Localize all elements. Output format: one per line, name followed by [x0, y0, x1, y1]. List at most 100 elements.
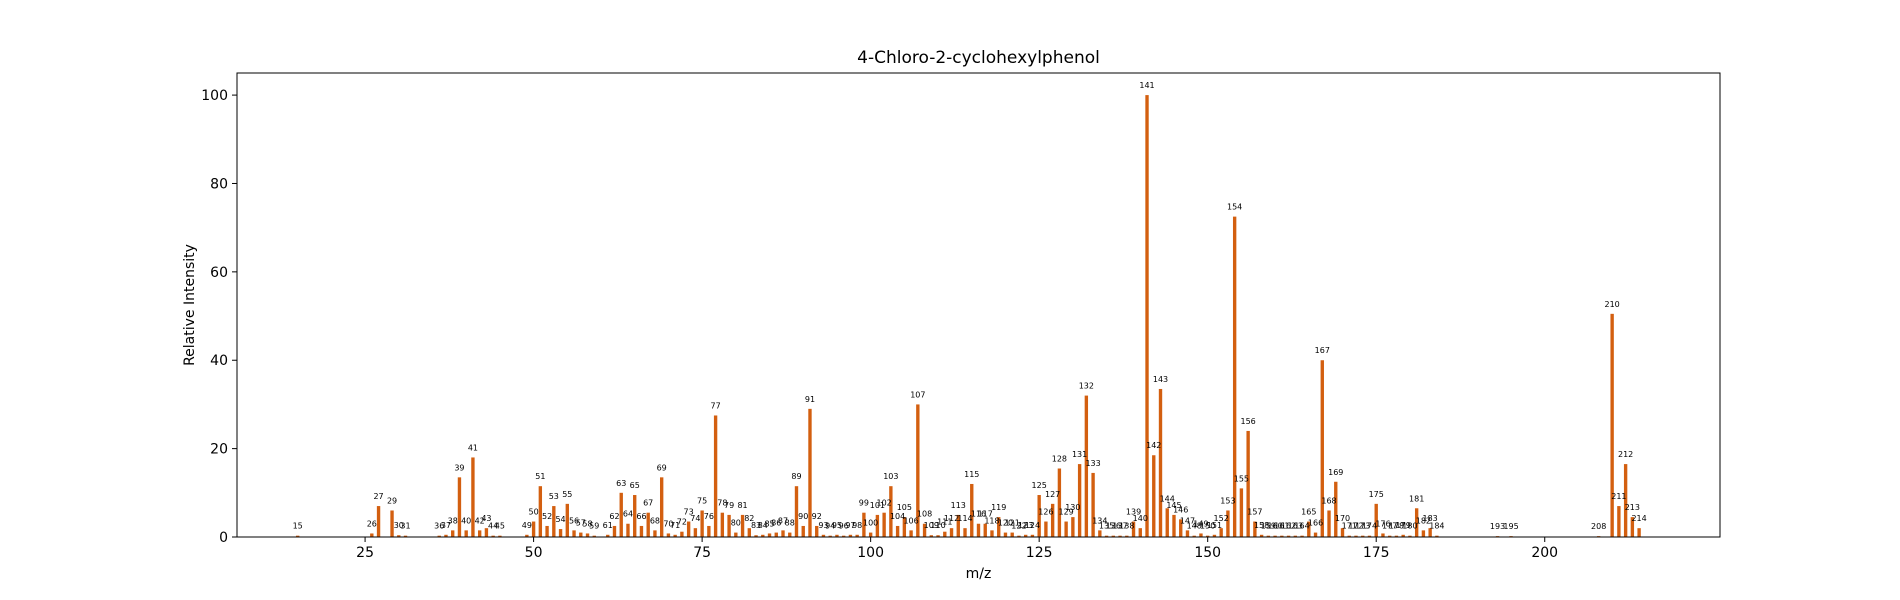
peak-bar: [936, 535, 940, 537]
peak-label: 122: [1011, 522, 1026, 531]
peak-label: 61: [603, 521, 613, 530]
peak-bar: [821, 534, 826, 537]
peak-label: 74: [690, 514, 700, 523]
peak-label: 109: [924, 521, 939, 530]
peak-bar: [612, 525, 617, 537]
peak-bar: [1266, 535, 1271, 537]
peak-label: 154: [1227, 203, 1242, 212]
peak-label: 51: [535, 472, 545, 481]
y-axis-label: Relative Intensity: [182, 244, 198, 366]
peak-label: 136: [1106, 522, 1121, 531]
peak-bar: [794, 486, 799, 537]
peak-bar: [1003, 532, 1008, 537]
peak-bar: [666, 533, 671, 537]
y-tick-label: 0: [219, 530, 228, 546]
x-axis-ticks: 25 50 75 100 125 150 175 200: [356, 537, 1558, 561]
peak-label: 176: [1375, 519, 1390, 528]
peak-bar: [1165, 508, 1169, 537]
x-tick-label: 150: [1194, 545, 1221, 561]
peak-bar: [693, 528, 698, 537]
peak-bar: [1226, 510, 1230, 537]
peak-bar: [686, 521, 691, 537]
x-tick-label: 100: [857, 545, 884, 561]
peak-bar: [1152, 455, 1156, 537]
peak-label: 92: [812, 512, 822, 521]
x-axis-label: m/z: [966, 566, 992, 582]
peak-bar: [868, 532, 873, 537]
peak-label: 155: [1234, 474, 1249, 483]
peak-bar: [1098, 530, 1102, 537]
peak-bar: [673, 534, 677, 537]
peak-label: 129: [1058, 508, 1073, 517]
peak-bar: [1199, 533, 1203, 537]
peak-label: 146: [1173, 505, 1188, 514]
peak-bar: [1192, 535, 1196, 537]
peak-label: 54: [555, 515, 565, 524]
peak-label: 42: [475, 516, 485, 525]
peak-bar: [882, 512, 886, 537]
peak-bar: [646, 512, 650, 537]
peak-bar: [761, 534, 765, 537]
peak-label: 70: [663, 519, 673, 528]
peak-bar: [1185, 530, 1190, 537]
peak-bar: [713, 415, 718, 537]
peak-bar: [1077, 464, 1082, 537]
peak-bar: [639, 525, 644, 537]
peak-label: 36: [434, 522, 444, 531]
peak-label: 95: [832, 521, 842, 530]
peak-bar: [922, 523, 927, 537]
peak-bar: [1246, 430, 1250, 537]
peak-label: 149: [1193, 519, 1208, 528]
peak-label: 30: [394, 521, 404, 530]
peak-bar: [963, 528, 967, 537]
peak-bar: [781, 530, 785, 537]
peak-label: 78: [717, 499, 727, 508]
peak-bar: [808, 408, 812, 537]
peak-label: 82: [744, 514, 754, 523]
peak-label: 115: [964, 470, 979, 479]
peak-label: 169: [1328, 468, 1343, 477]
peak-label: 145: [1166, 501, 1181, 510]
peak-label: 50: [529, 508, 539, 517]
peak-label: 126: [1038, 508, 1053, 517]
peak-label: 86: [771, 519, 781, 528]
peak-bar: [680, 531, 684, 537]
peak-label: 64: [623, 510, 633, 519]
peak-bar: [848, 534, 853, 537]
peak-bar: [1340, 528, 1345, 537]
peak-bar: [1273, 535, 1277, 537]
peak-bar: [895, 525, 900, 537]
peak-bar: [1617, 506, 1621, 537]
peak-label: 213: [1625, 503, 1640, 512]
peak-label: 156: [1240, 417, 1255, 426]
peak-bar: [1111, 535, 1116, 537]
peak-label: 125: [1032, 481, 1047, 490]
peak-label: 102: [876, 499, 891, 508]
peak-bar: [875, 514, 880, 537]
peak-bar: [929, 535, 933, 537]
y-tick-label: 80: [210, 176, 228, 192]
peak-label: 55: [562, 490, 572, 499]
peak-label: 113: [951, 501, 966, 510]
peak-bar: [1381, 533, 1385, 537]
peak-label: 76: [704, 512, 714, 521]
peak-label: 53: [549, 492, 559, 501]
peak-label: 71: [670, 521, 680, 530]
peak-bar: [862, 512, 866, 537]
y-axis-ticks: 0 20 40 60 80 100: [201, 88, 237, 546]
peak-bar: [552, 506, 556, 537]
peak-bar: [626, 523, 630, 537]
peak-label: 111: [937, 518, 952, 527]
peak-label: 138: [1119, 522, 1134, 531]
y-tick-label: 40: [210, 353, 228, 369]
peak-bar: [747, 528, 751, 537]
peak-bar: [1394, 535, 1399, 537]
peak-bar: [916, 404, 920, 537]
peak-bar: [1388, 535, 1392, 537]
peak-bar: [1219, 528, 1223, 537]
peak-label: 179: [1396, 521, 1411, 530]
peak-label: 130: [1065, 503, 1080, 512]
peak-label: 81: [737, 501, 747, 510]
peak-label: 43: [481, 514, 491, 523]
